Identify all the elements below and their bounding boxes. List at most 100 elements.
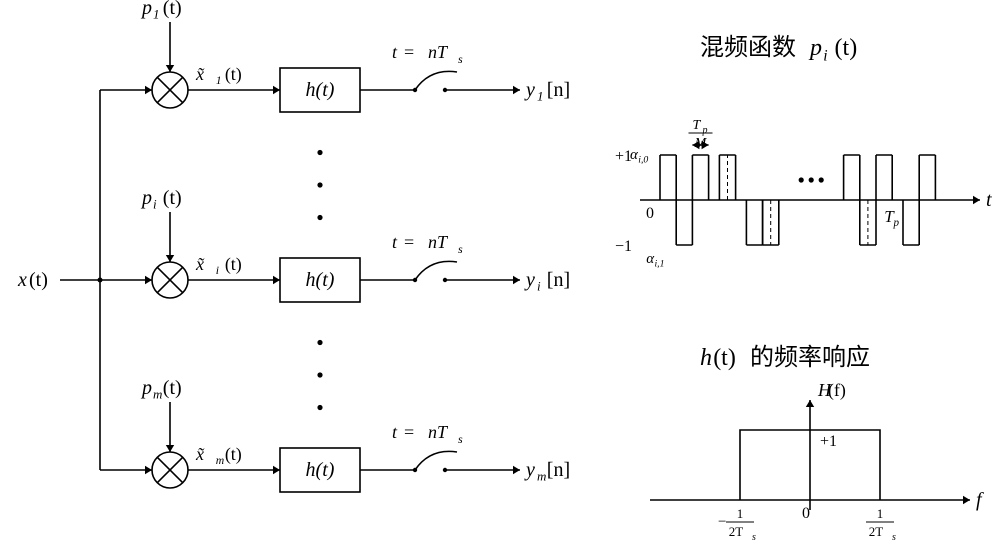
mixing-origin-label: 0 [646,205,654,222]
input-label: x(t) [17,269,48,291]
svg-text:[n]: [n] [547,269,570,291]
svg-text:1: 1 [216,74,222,87]
mixing-ellipsis-dot [799,177,804,182]
svg-text:p: p [140,377,152,399]
mixing-minus1: −1 [615,238,632,255]
freq-origin: 0 [802,505,810,522]
mixer-m [152,452,188,488]
diagram-canvas: x(t)p1(t)x̃1(t)h(t)y1[n]t = nTspi(t)x̃i(… [0,0,1000,556]
p-label-1: p1(t) [140,0,182,22]
pulse-5 [763,200,779,245]
svg-text:s: s [892,532,896,543]
mixing-ellipsis-dot [809,177,814,182]
svg-text:=: = [404,422,414,442]
svg-text:1: 1 [537,89,544,104]
svg-text:p: p [893,217,900,229]
freq-tick: −1 2T s [718,506,756,543]
h-label-i: h(t) [306,269,335,291]
svg-text:[n]: [n] [547,459,570,481]
svg-text:(t): (t) [29,269,48,291]
svg-text:i,0: i,0 [638,154,648,165]
svg-text:x̃: x̃ [195,444,205,464]
xtilde-label-i: x̃i(t) [195,254,242,277]
y-label-i: yi [n] [524,269,570,294]
svg-text:s: s [752,532,756,543]
svg-text:s: s [458,432,463,446]
svg-text:s: s [458,242,463,256]
sample-label-1: t = nTs [392,42,463,66]
h-label-1: h(t) [306,79,335,101]
svg-text:x: x [17,269,27,291]
y-label-m: ym[n] [524,459,570,484]
svg-text:(t): (t) [163,0,182,19]
svg-text:(t): (t) [225,64,242,85]
pulse-0 [660,155,676,200]
pulse-8 [876,155,892,200]
svg-text:p: p [140,187,152,209]
y-label-1: y1[n] [524,79,570,104]
mixer-1 [152,72,188,108]
sample-label-i: t = nT s [392,232,463,256]
svg-text:y: y [524,79,535,101]
svg-text:i: i [537,279,541,294]
svg-text:2T: 2T [729,524,744,539]
svg-text:1: 1 [877,506,884,521]
svg-text:y: y [524,269,535,291]
svg-text:m: m [153,387,162,402]
xtilde-label-m: x̃ m(t) [195,444,242,467]
TpM-label: TpM [689,118,713,151]
pulse-2 [692,155,708,200]
mixer-i [152,262,188,298]
svg-text:(t): (t) [835,35,858,61]
mixing-title-cjk: 混频函数 [700,34,796,61]
svg-text:[n]: [n] [547,79,570,101]
xtilde-label-1: x̃1(t) [195,64,242,87]
svg-text:nT: nT [428,422,449,442]
p-label-i: pi (t) [140,187,182,212]
sample-label-m: t = nT s [392,422,463,446]
svg-text:(t): (t) [225,444,242,465]
pulse-3 [719,155,735,200]
pulse-4 [746,200,762,245]
svg-text:1: 1 [737,506,744,521]
svg-text:=: = [404,232,414,252]
freq-xaxis-label: f [976,489,984,511]
svg-text:i,1: i,1 [654,258,664,269]
svg-text:m: m [537,469,546,484]
freq-tick: 12Ts [866,506,896,543]
sampler-1 [415,71,457,90]
mixing-xaxis-label: t [986,189,992,211]
svg-text:(t): (t) [163,187,182,209]
h-label-m: h(t) [306,459,335,481]
freq-title-math: h(t) [700,345,736,371]
Tp-label: Tp [884,207,899,229]
sampler-m [415,451,457,470]
svg-text:(f): (f) [828,380,846,401]
pulse-10 [919,155,935,200]
pulse-7 [860,200,876,245]
svg-text:m: m [216,454,224,467]
svg-text:T: T [693,118,702,133]
svg-text:nT: nT [428,42,449,62]
svg-text:M: M [694,136,708,151]
svg-text:nT: nT [428,232,449,252]
svg-text:(t): (t) [163,377,182,399]
p-label-m: pm(t) [140,377,182,402]
alpha1-label: αi,1 [646,251,664,269]
svg-text:−: − [718,514,726,530]
svg-text:p: p [702,125,708,136]
svg-text:s: s [458,52,463,66]
svg-text:x̃: x̃ [195,254,205,274]
svg-text:i: i [823,47,827,64]
svg-text:1: 1 [153,7,160,22]
pulse-6 [844,155,860,200]
pulse-9 [903,200,919,245]
svg-text:i: i [153,197,157,212]
pulse-1 [676,200,692,245]
svg-text:i: i [216,264,219,277]
svg-text:t: t [392,422,398,442]
mixing-title-math: pi(t) [808,35,857,64]
svg-text:t: t [392,232,398,252]
freq-title-cjk: 的频率响应 [750,344,870,371]
freq-plus1: +1 [820,433,837,450]
